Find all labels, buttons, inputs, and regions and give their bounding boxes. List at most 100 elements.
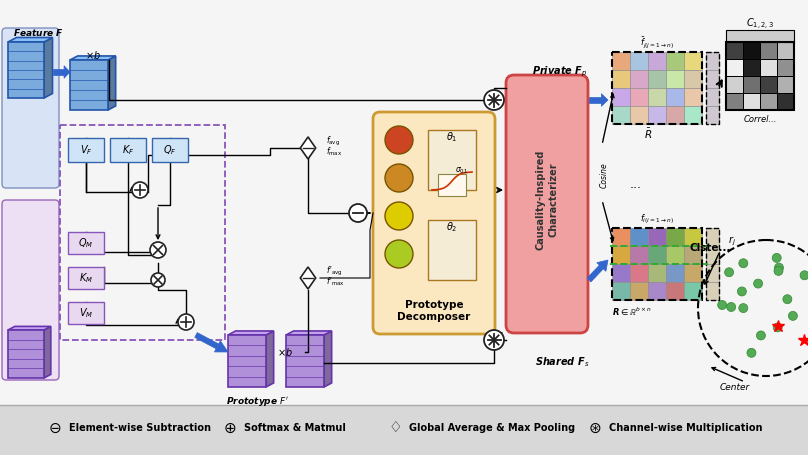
Circle shape — [772, 253, 781, 263]
Bar — [666, 88, 684, 106]
Bar — [8, 42, 44, 98]
Bar — [438, 174, 466, 196]
Bar — [726, 76, 743, 93]
Polygon shape — [301, 137, 316, 159]
Text: $\theta_1$: $\theta_1$ — [446, 130, 458, 144]
Bar — [706, 264, 719, 282]
Text: Global Average & Max Pooling: Global Average & Max Pooling — [409, 423, 575, 433]
Text: $f_{i(i=1\rightarrow n)}$: $f_{i(i=1\rightarrow n)}$ — [640, 212, 674, 226]
Bar — [630, 282, 648, 300]
Text: Element-wise Subtraction: Element-wise Subtraction — [69, 423, 211, 433]
Text: Decomposer: Decomposer — [398, 312, 470, 322]
Bar — [777, 76, 794, 93]
FancyBboxPatch shape — [506, 75, 588, 333]
Bar — [648, 70, 666, 88]
Bar — [612, 88, 630, 106]
Bar — [68, 232, 104, 254]
Polygon shape — [601, 94, 608, 106]
Polygon shape — [8, 326, 51, 330]
Text: $C_{1,2,3}$: $C_{1,2,3}$ — [746, 16, 774, 31]
Text: $\oplus$: $\oplus$ — [223, 420, 237, 435]
Polygon shape — [53, 69, 64, 75]
Bar — [706, 228, 719, 246]
Text: $\times b$: $\times b$ — [85, 49, 101, 61]
Bar — [630, 106, 648, 124]
Bar — [706, 52, 719, 124]
Bar — [684, 106, 702, 124]
Text: Channel-wise Multiplication: Channel-wise Multiplication — [609, 423, 763, 433]
Bar — [743, 59, 760, 76]
Bar — [666, 70, 684, 88]
Circle shape — [385, 164, 413, 192]
Text: Cosine: Cosine — [600, 162, 608, 188]
Text: $\circledast$: $\circledast$ — [588, 420, 602, 435]
Text: Prototype: Prototype — [405, 300, 463, 310]
Bar — [648, 88, 666, 106]
Text: $\boldsymbol{R} \in \mathbb{R}^{b\times n}$: $\boldsymbol{R} \in \mathbb{R}^{b\times … — [612, 306, 651, 318]
Bar — [706, 246, 719, 264]
Bar — [612, 106, 630, 124]
Bar — [706, 70, 719, 88]
Bar — [612, 52, 630, 70]
Polygon shape — [266, 331, 274, 387]
Bar — [706, 88, 719, 106]
Bar — [726, 59, 743, 76]
Bar — [684, 264, 702, 282]
Text: Feature $\boldsymbol{F}$: Feature $\boldsymbol{F}$ — [13, 27, 63, 39]
Polygon shape — [324, 331, 331, 387]
Bar — [648, 52, 666, 70]
Circle shape — [738, 287, 747, 296]
Polygon shape — [597, 260, 608, 271]
Circle shape — [726, 303, 735, 312]
Circle shape — [789, 311, 797, 320]
Polygon shape — [587, 265, 604, 282]
Bar — [726, 93, 743, 110]
Bar — [777, 42, 794, 59]
Bar — [630, 246, 648, 264]
Text: Prototype $\boldsymbol{F'}$: Prototype $\boldsymbol{F'}$ — [226, 395, 289, 409]
Text: $K_F$: $K_F$ — [122, 143, 134, 157]
Text: $\times b$: $\times b$ — [277, 346, 293, 358]
Circle shape — [756, 331, 765, 340]
Bar — [630, 52, 648, 70]
Circle shape — [754, 279, 763, 288]
Text: $f'_{\rm avg}$: $f'_{\rm avg}$ — [326, 264, 343, 278]
Bar — [110, 138, 146, 162]
Bar — [684, 228, 702, 246]
Bar — [666, 52, 684, 70]
Polygon shape — [8, 37, 53, 42]
Circle shape — [783, 295, 792, 304]
Text: $\theta_2$: $\theta_2$ — [446, 220, 458, 234]
Text: $V_M$: $V_M$ — [79, 306, 93, 320]
Text: $\sigma_{01}$: $\sigma_{01}$ — [456, 166, 469, 176]
Bar — [68, 302, 104, 324]
Polygon shape — [108, 56, 116, 110]
Polygon shape — [228, 331, 274, 335]
Polygon shape — [44, 37, 53, 98]
Text: $\bar{R}$: $\bar{R}$ — [644, 127, 652, 141]
Bar — [684, 88, 702, 106]
Bar — [760, 93, 777, 110]
Text: $V_F$: $V_F$ — [80, 143, 92, 157]
Bar — [666, 282, 684, 300]
Bar — [612, 246, 630, 264]
Circle shape — [178, 314, 194, 330]
Bar — [286, 335, 324, 387]
FancyBboxPatch shape — [2, 28, 59, 188]
Bar — [648, 228, 666, 246]
Polygon shape — [195, 333, 219, 349]
Bar — [648, 264, 666, 282]
Bar — [706, 228, 719, 300]
Polygon shape — [214, 341, 228, 352]
Text: Center: Center — [720, 384, 750, 393]
Bar — [666, 228, 684, 246]
Bar — [428, 130, 476, 190]
Bar — [612, 264, 630, 282]
Bar — [684, 70, 702, 88]
Bar — [0, 405, 808, 455]
Bar — [684, 52, 702, 70]
Polygon shape — [301, 267, 316, 289]
Bar — [60, 125, 225, 340]
Text: $f_{\rm max}$: $f_{\rm max}$ — [326, 146, 342, 158]
Circle shape — [725, 268, 734, 277]
